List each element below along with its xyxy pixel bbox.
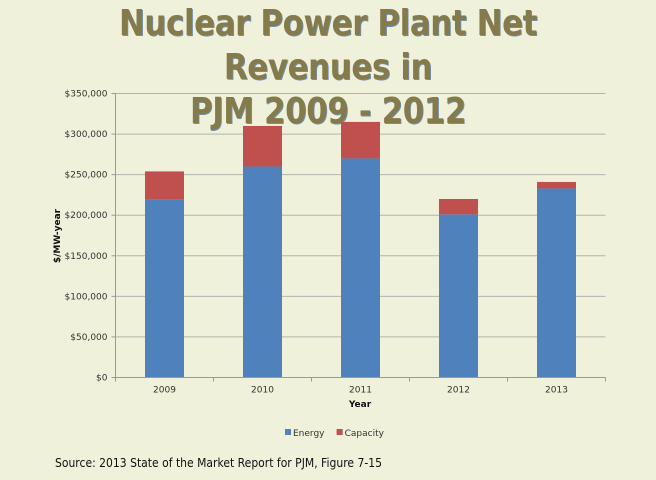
y-axis-ticks: $0 $50,000 $100,000 $150,000 $200,000 $250,00… [65,90,116,384]
x-tick-label: 2012 [447,386,470,396]
title-line-1: Nuclear Power Plant Net Revenues in [118,3,538,88]
y-tick-label: $50,000 [70,333,107,343]
y-tick-label: $200,000 [65,211,108,221]
x-tick-label: 2010 [251,386,274,396]
y-tick-label: $150,000 [65,252,108,262]
bar-energy-2011 [341,158,380,378]
bar-energy-2013 [537,188,576,378]
legend-label-energy: Energy [293,429,325,439]
legend-swatch-capacity [336,429,343,435]
source-note: Source: 2013 State of the Market Report … [55,456,382,470]
y-tick-label: $350,000 [65,90,108,100]
x-axis-label: Year [348,400,372,410]
legend: Energy Capacity [285,429,385,439]
y-tick-label: $100,000 [65,292,108,302]
bar-capacity-2011 [341,121,380,159]
bar-capacity-2012 [439,198,478,215]
bar-capacity-2010 [243,125,282,167]
y-axis-label: $/MW-year [53,208,63,263]
bar-capacity-2013 [537,181,576,189]
legend-label-capacity: Capacity [345,429,385,439]
title-line-2: PJM 2009 - 2012 [189,91,467,132]
bars [145,121,576,378]
y-tick-label: $250,000 [65,171,108,181]
y-tick-label: $300,000 [65,130,108,140]
bar-capacity-2009 [145,171,184,200]
bar-energy-2012 [439,214,478,378]
x-axis: 2009 2010 2011 2012 2013 [115,93,606,396]
x-tick-label: 2011 [349,386,372,396]
legend-swatch-energy [285,429,291,435]
chart-title: Nuclear Power Plant Net Revenues in PJM … [46,2,610,134]
bar-energy-2009 [145,199,184,378]
y-tick-label: $0 [96,374,108,384]
bar-energy-2010 [243,166,282,378]
x-tick-label: 2009 [153,386,176,396]
x-tick-label: 2013 [545,386,568,396]
